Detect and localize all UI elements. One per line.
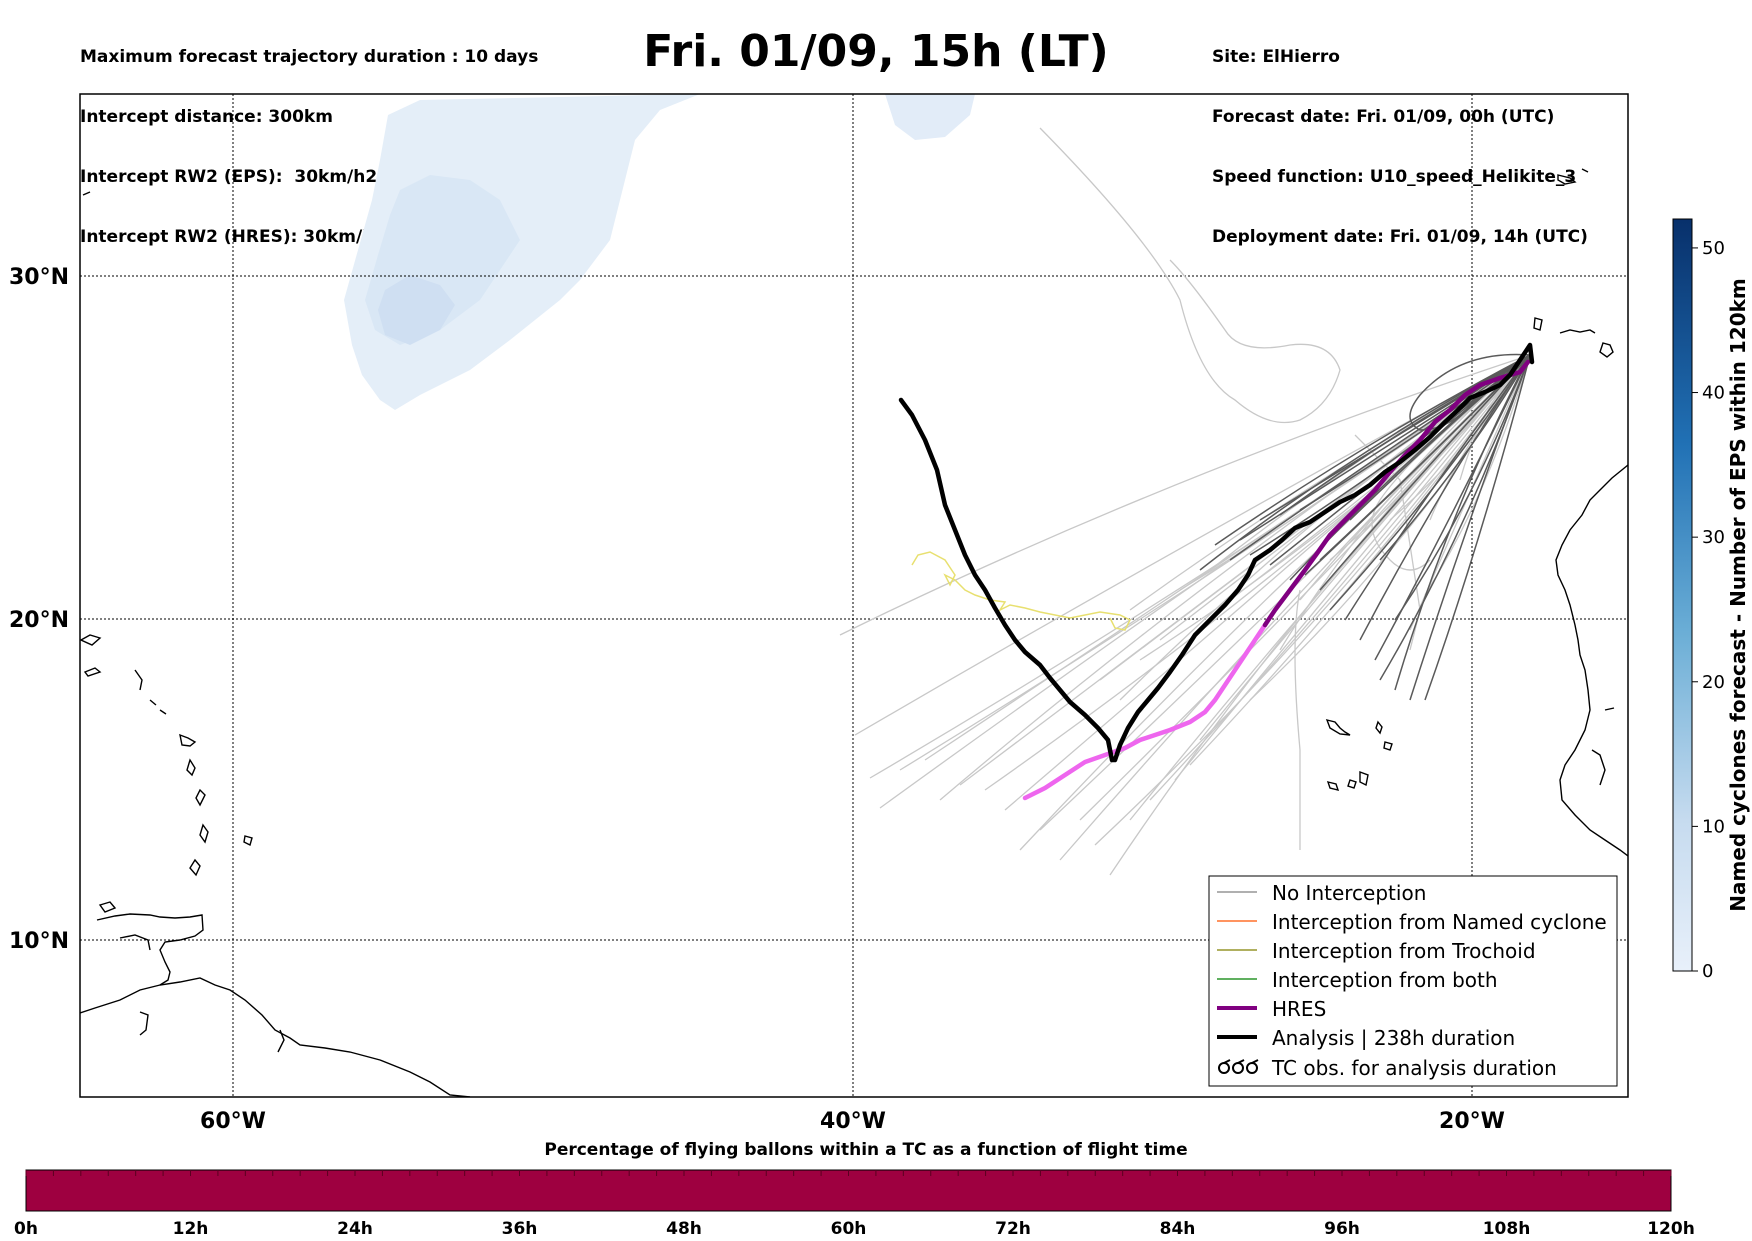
legend-label-tc-obs: TC obs. for analysis duration bbox=[1271, 1056, 1557, 1080]
flight-time-bar-ticks: 0h 12h 24h 36h 48h 60h 72h 84h 96h 108h 120h bbox=[14, 1170, 1695, 1239]
header-right: Site: ElHierro Forecast date: Fri. 01/09… bbox=[1212, 7, 1588, 267]
legend-label-analysis: Analysis | 238h duration bbox=[1272, 1026, 1515, 1050]
ensemble-track bbox=[839, 354, 1531, 636]
yellow-track bbox=[911, 551, 1132, 631]
lon-label-60w: 60°W bbox=[200, 1109, 266, 1134]
lat-label-20n: 20°N bbox=[9, 608, 69, 633]
lat-label-30n: 30°N bbox=[9, 265, 69, 290]
colorbar-tick-label: 0 bbox=[1702, 961, 1713, 982]
header-right-line-3: Speed function: U10_speed_Helikite_3 bbox=[1212, 167, 1577, 187]
flight-time-bar: Percentage of flying ballons within a TC… bbox=[14, 1140, 1695, 1239]
ensemble-track bbox=[1199, 354, 1531, 741]
colorbar-gradient bbox=[1672, 218, 1693, 972]
ensemble-track bbox=[1294, 589, 1301, 850]
legend-label-hres: HRES bbox=[1272, 997, 1326, 1021]
header-left-line-3: Intercept RW2 (EPS): 30km/h2 bbox=[80, 167, 378, 187]
header-left-line-1: Maximum forecast trajectory duration : 1… bbox=[80, 47, 539, 67]
legend-label-named-cyclone: Interception from Named cyclone bbox=[1272, 910, 1607, 934]
ensemble-track-no-interception bbox=[1374, 354, 1531, 661]
analysis-track bbox=[898, 342, 1535, 763]
colorbar-tick-label: 30 bbox=[1702, 527, 1725, 548]
colorbar-ticks: 0 10 20 30 40 50 bbox=[1692, 238, 1725, 982]
legend: No Interception Interception from Named … bbox=[1208, 875, 1618, 1087]
map-frame bbox=[79, 93, 1629, 1098]
legend-box bbox=[1208, 875, 1618, 1087]
colorbar-tick-label: 50 bbox=[1702, 238, 1725, 259]
hres-track-pink bbox=[1022, 622, 1268, 801]
cyclone-density-shading bbox=[344, 94, 975, 410]
hres-track-purple bbox=[1262, 359, 1531, 628]
flight-time-tick-label: 60h bbox=[831, 1219, 867, 1239]
ensemble-track-no-interception bbox=[1409, 353, 1531, 431]
flight-time-tick-label: 12h bbox=[173, 1219, 209, 1239]
legend-label-trochoid: Interception from Trochoid bbox=[1272, 939, 1536, 963]
flight-time-tick-label: 96h bbox=[1324, 1219, 1360, 1239]
ensemble-track-no-interception bbox=[1279, 354, 1531, 516]
colorbar-tick-label: 10 bbox=[1702, 816, 1725, 837]
flight-time-tick-label: 108h bbox=[1483, 1219, 1531, 1239]
header-right-line-1: Site: ElHierro bbox=[1212, 47, 1340, 67]
flight-time-tick-label: 120h bbox=[1647, 1219, 1695, 1239]
map-title: Fri. 01/09, 15h (LT) bbox=[643, 26, 1109, 77]
legend-label-both: Interception from both bbox=[1272, 968, 1498, 992]
colorbar-tick-label: 20 bbox=[1702, 672, 1725, 693]
ensemble-track-no-interception bbox=[1359, 354, 1531, 641]
flight-time-bar-fill bbox=[25, 1169, 1672, 1212]
flight-time-tick-label: 0h bbox=[14, 1219, 38, 1239]
colorbar: 0 10 20 30 40 50 Named cyclones forecast - Nu… bbox=[1672, 218, 1750, 982]
ensemble-track-no-interception bbox=[1424, 354, 1531, 701]
lon-label-40w: 40°W bbox=[820, 1109, 886, 1134]
coastlines bbox=[80, 168, 1628, 1097]
colorbar-title: Named cyclones forecast - Number of EPS … bbox=[1726, 278, 1750, 912]
flight-time-tick-label: 84h bbox=[1160, 1219, 1196, 1239]
lon-label-20w: 20°W bbox=[1439, 1109, 1505, 1134]
legend-label-no-interception: No Interception bbox=[1272, 881, 1426, 905]
header-left: Maximum forecast trajectory duration : 1… bbox=[80, 7, 538, 267]
ensemble-track bbox=[1149, 354, 1531, 801]
colorbar-tick-label: 40 bbox=[1702, 383, 1725, 404]
flight-time-tick-label: 24h bbox=[337, 1219, 373, 1239]
ensemble-track bbox=[1039, 127, 1341, 424]
header-left-line-2: Intercept distance: 300km bbox=[80, 107, 333, 127]
ensemble-track-no-interception bbox=[1394, 354, 1531, 621]
ensemble-track bbox=[1174, 354, 1531, 781]
legend-swatch-tc-obs-icon bbox=[1218, 1059, 1259, 1074]
flight-time-tick-label: 72h bbox=[995, 1219, 1031, 1239]
ensemble-track-no-interception bbox=[1214, 354, 1531, 546]
flight-time-tick-label: 48h bbox=[666, 1219, 702, 1239]
ensemble-track-no-interception bbox=[1344, 354, 1531, 621]
flight-time-tick-label: 36h bbox=[502, 1219, 538, 1239]
lat-label-10n: 10°N bbox=[9, 929, 69, 954]
map-area bbox=[80, 94, 1628, 1097]
flight-time-bar-title: Percentage of flying ballons within a TC… bbox=[544, 1140, 1187, 1160]
ensemble-track-no-interception bbox=[1394, 354, 1531, 691]
ensemble-track-no-interception bbox=[1379, 354, 1531, 561]
header-right-line-2: Forecast date: Fri. 01/09, 00h (UTC) bbox=[1212, 107, 1555, 127]
